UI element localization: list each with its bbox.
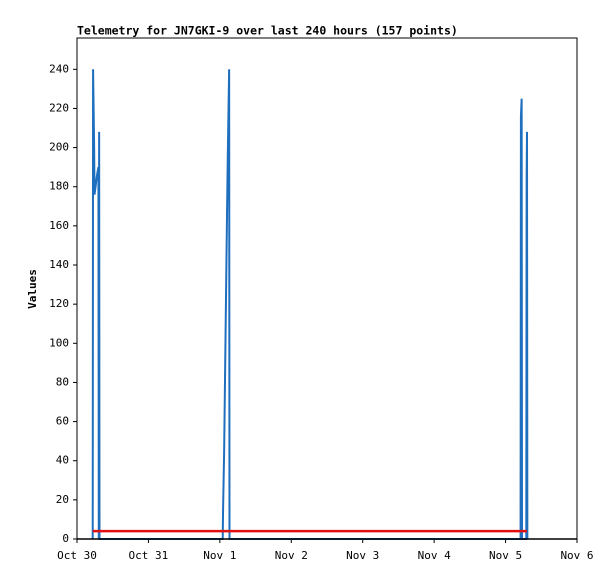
- x-tick-label: Oct 30: [57, 549, 97, 562]
- y-tick-label: 220: [49, 101, 69, 114]
- y-tick-label: 40: [56, 454, 69, 467]
- y-tick-label: 120: [49, 297, 69, 310]
- y-tick-label: 80: [56, 375, 69, 388]
- x-tick-label: Nov 1: [203, 549, 236, 562]
- y-tick-label: 100: [49, 336, 69, 349]
- y-tick-label: 180: [49, 180, 69, 193]
- y-axis-label: Values: [26, 269, 39, 309]
- y-tick-label: 160: [49, 219, 69, 232]
- y-tick-label: 0: [62, 532, 69, 545]
- y-tick-label: 60: [56, 415, 69, 428]
- y-tick-label: 200: [49, 141, 69, 154]
- x-tick-label: Nov 5: [489, 549, 522, 562]
- y-tick-label: 240: [49, 62, 69, 75]
- x-tick-label: Nov 4: [418, 549, 451, 562]
- x-tick-label: Nov 6: [560, 549, 593, 562]
- data-line: [91, 69, 529, 540]
- y-tick-label: 20: [56, 493, 69, 506]
- x-tick-label: Nov 2: [275, 549, 308, 562]
- chart-title: Telemetry for JN7GKI-9 over last 240 hou…: [77, 24, 458, 38]
- y-tick-label: 140: [49, 258, 69, 271]
- x-tick-label: Nov 3: [346, 549, 379, 562]
- x-tick-label: Oct 31: [129, 549, 169, 562]
